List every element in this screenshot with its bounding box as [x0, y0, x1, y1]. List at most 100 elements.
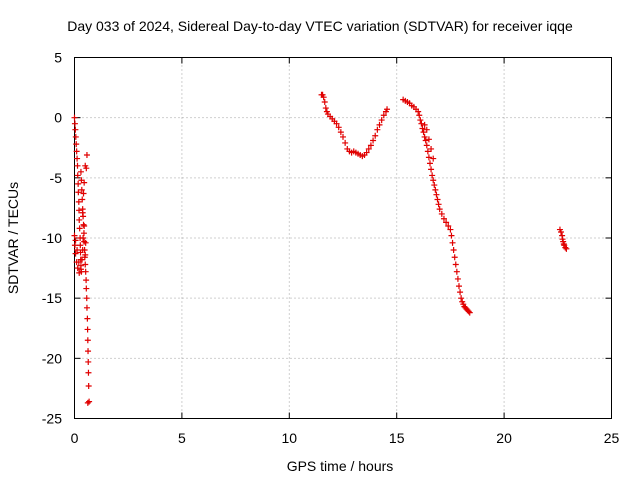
data-point [558, 228, 565, 235]
data-point [451, 254, 458, 261]
data-point [75, 189, 82, 196]
data-point [376, 121, 383, 128]
data-point [455, 283, 462, 290]
data-point [432, 186, 439, 193]
data-point [424, 148, 431, 155]
data-point [422, 137, 429, 144]
data-point [85, 358, 92, 365]
data-point [421, 133, 428, 140]
data-point [458, 295, 465, 302]
data-point [430, 155, 437, 162]
y-axis-label: SDTVAR / TECUs [5, 182, 21, 294]
data-point [342, 139, 349, 146]
data-point [82, 251, 89, 258]
data-point [71, 114, 78, 121]
data-point [452, 261, 459, 268]
data-point [74, 247, 81, 254]
data-point [465, 308, 472, 315]
grid [74, 57, 612, 419]
x-axis-label: GPS time / hours [287, 458, 394, 474]
data-point [433, 191, 440, 198]
data-point [365, 145, 372, 152]
data-point [374, 126, 381, 133]
data-point [78, 186, 85, 193]
data-point [79, 209, 86, 216]
data-point [419, 125, 426, 132]
data-point [562, 244, 569, 251]
data-point [71, 232, 78, 239]
chart-title: Day 033 of 2024, Sidereal Day-to-day VTE… [67, 18, 573, 34]
x-tick-label: 0 [71, 430, 79, 446]
data-point [82, 162, 89, 169]
y-tick-label: 0 [54, 110, 62, 126]
data-point [435, 201, 442, 208]
data-point [76, 225, 83, 232]
x-tick-label: 5 [178, 430, 186, 446]
data-point [83, 285, 90, 292]
data-point [75, 180, 82, 187]
data-point [77, 168, 84, 175]
data-point [84, 315, 91, 322]
data-point [378, 117, 385, 124]
x-tick-label: 10 [282, 430, 298, 446]
data-point [447, 226, 454, 233]
data-point [449, 239, 456, 246]
data-point [73, 148, 80, 155]
data-point [443, 219, 450, 226]
data-point [457, 289, 464, 296]
data-point [430, 177, 437, 184]
data-point [75, 198, 82, 205]
data-point [417, 117, 424, 124]
y-tick-label: -5 [50, 170, 63, 186]
data-point [372, 132, 379, 139]
data-point [71, 242, 78, 249]
data-point [77, 266, 84, 273]
data-point [71, 120, 78, 127]
data-point [82, 239, 89, 246]
data-point [466, 309, 473, 316]
data-point [380, 112, 387, 119]
data-point [335, 124, 342, 131]
data-point [76, 269, 83, 276]
data-point [454, 275, 461, 282]
data-point [81, 179, 88, 186]
data-point [384, 106, 391, 113]
data-point [84, 337, 91, 344]
data-point [79, 196, 86, 203]
data-point [76, 216, 83, 223]
data-point [82, 261, 89, 268]
data-point [320, 94, 327, 101]
data-point [80, 190, 87, 197]
y-tick-label: -10 [42, 230, 62, 246]
data-point [321, 99, 328, 106]
x-tick-label: 15 [389, 430, 405, 446]
y-tick-label: -25 [42, 411, 62, 427]
data-point [415, 108, 422, 115]
y-tick-label: -20 [42, 350, 62, 366]
data-point [83, 277, 90, 284]
data-point [83, 151, 90, 158]
data-point [83, 304, 90, 311]
data-point [436, 206, 443, 213]
data-point [85, 348, 92, 355]
data-point [80, 235, 87, 241]
data-point [75, 259, 82, 266]
data-point [76, 207, 83, 214]
data-point [85, 369, 92, 376]
data-point [322, 105, 329, 112]
data-point [434, 196, 441, 203]
data-point [363, 149, 370, 156]
data-point [425, 136, 432, 143]
data-point [77, 242, 84, 249]
data-point [72, 250, 79, 257]
data-point [333, 120, 340, 127]
data-point [448, 232, 455, 239]
data-point [85, 383, 92, 390]
data-point [429, 172, 436, 179]
data-point [428, 145, 435, 152]
data-point [426, 160, 433, 167]
data-point [445, 222, 452, 229]
data-point [450, 247, 457, 254]
data-point [82, 268, 89, 275]
